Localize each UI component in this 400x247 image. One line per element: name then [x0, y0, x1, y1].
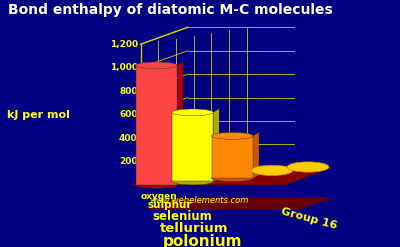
Text: 1,000: 1,000	[110, 63, 138, 72]
Ellipse shape	[212, 175, 253, 182]
Ellipse shape	[136, 182, 178, 188]
Ellipse shape	[287, 162, 329, 172]
Text: Group 16: Group 16	[280, 206, 338, 231]
Text: 400: 400	[119, 134, 138, 143]
Ellipse shape	[136, 62, 178, 69]
Polygon shape	[178, 62, 183, 185]
Text: selenium: selenium	[152, 210, 212, 224]
Text: www.webelements.com: www.webelements.com	[150, 196, 249, 205]
Text: tellurium: tellurium	[160, 222, 228, 234]
Text: polonium: polonium	[163, 234, 243, 247]
Polygon shape	[131, 198, 332, 215]
Text: 1,200: 1,200	[110, 40, 138, 49]
Text: Bond enthalpy of diatomic M-C molecules: Bond enthalpy of diatomic M-C molecules	[8, 3, 333, 17]
Ellipse shape	[172, 109, 214, 116]
Text: oxygen: oxygen	[140, 192, 177, 201]
Ellipse shape	[251, 165, 293, 176]
Text: 800: 800	[119, 87, 138, 96]
Polygon shape	[131, 168, 332, 185]
Text: kJ per mol: kJ per mol	[7, 110, 70, 120]
Text: 600: 600	[119, 110, 138, 119]
Polygon shape	[253, 132, 259, 178]
Polygon shape	[136, 65, 178, 185]
Polygon shape	[172, 112, 214, 182]
Ellipse shape	[212, 132, 253, 139]
Text: 200: 200	[119, 157, 138, 166]
Ellipse shape	[172, 178, 214, 185]
Polygon shape	[212, 136, 253, 178]
Polygon shape	[214, 109, 219, 182]
Text: sulphur: sulphur	[147, 200, 192, 210]
